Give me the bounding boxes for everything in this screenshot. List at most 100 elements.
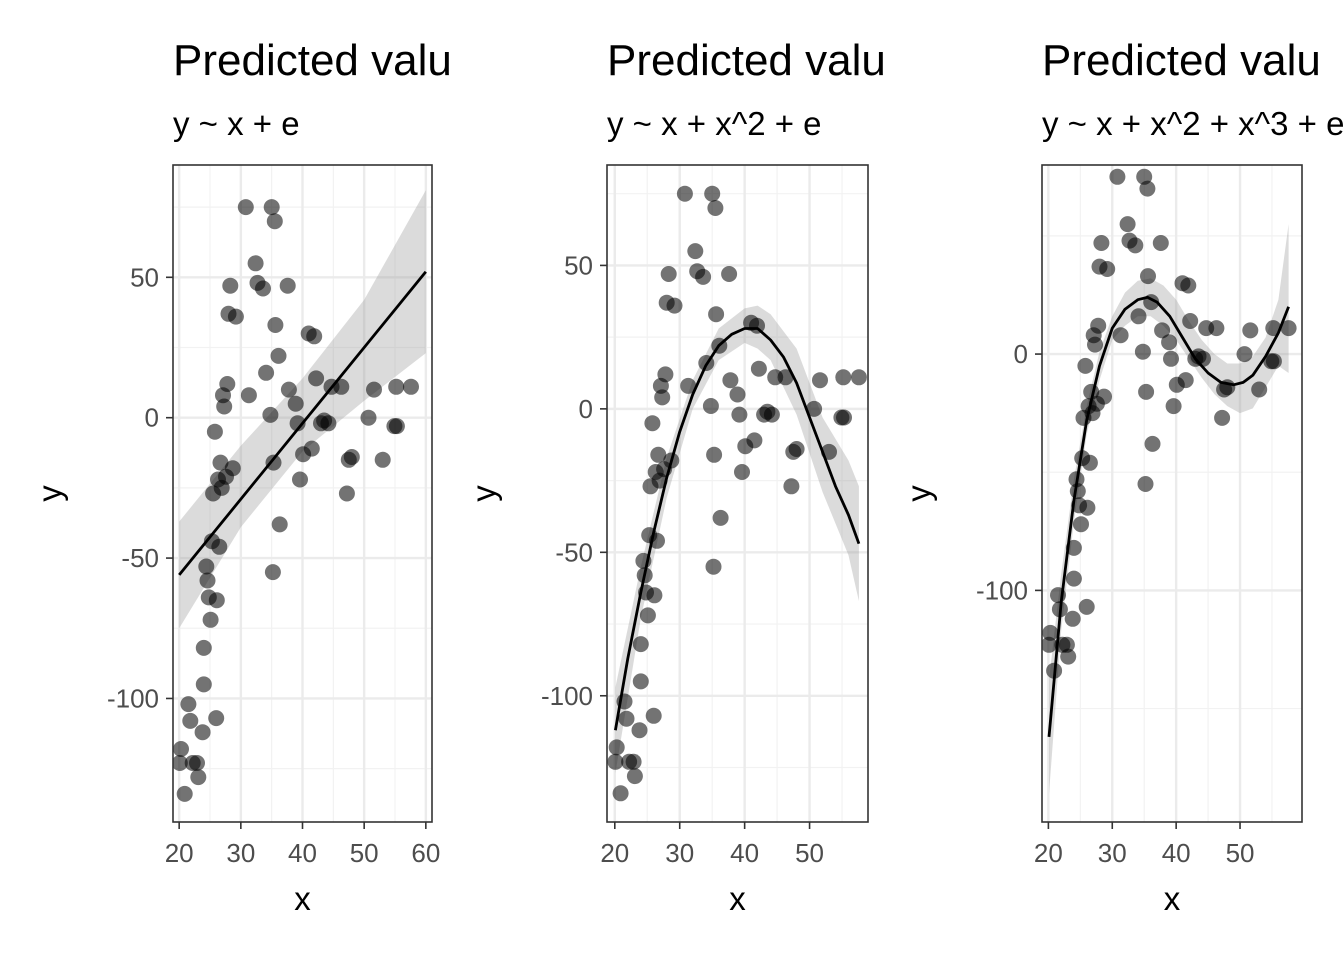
data-point [1077, 357, 1094, 374]
data-point [722, 372, 739, 389]
data-point [707, 200, 724, 216]
data-point [750, 360, 767, 377]
x-tick-label: 20 [600, 838, 629, 868]
data-point [403, 378, 419, 395]
data-point [224, 460, 241, 477]
data-point [1130, 308, 1147, 325]
data-point [1079, 499, 1096, 516]
data-point [1099, 261, 1116, 277]
confidence-band [1049, 224, 1289, 794]
data-point [1064, 610, 1081, 627]
data-point [835, 369, 852, 386]
x-tick-label: 30 [665, 838, 694, 868]
y-tick-label: -100 [107, 683, 159, 713]
data-point [625, 753, 642, 770]
data-point [646, 587, 663, 604]
x-tick-label: 30 [1098, 838, 1127, 868]
y-tick-label: 0 [579, 394, 593, 424]
data-point [639, 607, 656, 624]
data-point [366, 381, 382, 398]
data-point [608, 739, 625, 756]
data-point [198, 558, 215, 575]
fit-line [178, 270, 427, 576]
data-point [706, 446, 723, 463]
x-tick-label: 40 [730, 838, 759, 868]
data-point [263, 199, 280, 216]
data-point [645, 707, 662, 724]
data-point [788, 441, 805, 457]
grid-lines [1042, 165, 1302, 822]
data-point [176, 785, 193, 802]
data-point [657, 366, 674, 383]
data-point [1140, 268, 1156, 285]
data-point [731, 406, 748, 423]
data-point [650, 446, 667, 463]
panel-border [606, 164, 869, 823]
y-axis-title: y [900, 485, 937, 502]
data-point [712, 509, 729, 526]
panel-3: Predicted valu y ~ x + x^2 + x^3 + e 20 30 4… [900, 36, 1344, 917]
data-point [1265, 353, 1282, 370]
data-point [266, 213, 283, 230]
y-tick-label: 50 [564, 250, 593, 280]
data-point [279, 277, 296, 294]
y-tick-label: 0 [145, 403, 159, 433]
data-point [194, 724, 211, 741]
data-point [320, 415, 337, 432]
data-point [1195, 350, 1211, 367]
data-point [1161, 334, 1178, 351]
data-point [1060, 648, 1077, 665]
data-point [195, 639, 212, 656]
data-point [806, 400, 823, 417]
data-point [812, 372, 828, 389]
data-point [199, 572, 216, 589]
data-point [388, 378, 405, 395]
data-point [1042, 624, 1059, 641]
data-point [262, 406, 279, 423]
x-tick-label: 50 [795, 838, 824, 868]
data-point [721, 266, 738, 282]
data-point [271, 516, 288, 533]
data-point [850, 369, 867, 386]
panel-title: Predicted valu [173, 36, 452, 85]
panel-1: Predicted valu y ~ x + e 20 30 40 50 60 -100 -50… [31, 36, 452, 917]
y-tick-label: 0 [1014, 339, 1028, 369]
x-tick-label: 50 [350, 838, 379, 868]
data-point [1127, 237, 1144, 254]
data-point [777, 369, 794, 386]
data-point [1109, 168, 1126, 185]
data-point [1137, 476, 1154, 492]
data-point [173, 741, 189, 757]
plot-area [607, 185, 867, 802]
data-point [708, 306, 725, 323]
data-point [631, 722, 648, 739]
data-point [676, 185, 693, 202]
data-point [702, 398, 719, 414]
data-point [1081, 454, 1098, 471]
data-point [644, 415, 661, 432]
y-axis-title: y [465, 485, 502, 502]
panel-title: Predicted valu [1042, 36, 1321, 85]
data-point [308, 370, 325, 387]
data-point [303, 440, 320, 457]
data-point [258, 364, 275, 381]
data-point [660, 266, 677, 282]
data-point [247, 255, 264, 272]
data-point [1090, 317, 1107, 334]
panel-subtitle: y ~ x + x^2 + e [607, 105, 822, 142]
x-tick-label: 40 [288, 838, 317, 868]
data-point [1087, 336, 1103, 353]
data-point [1154, 322, 1171, 339]
data-point [1242, 322, 1259, 339]
data-point [211, 538, 228, 555]
data-point [237, 199, 254, 216]
data-point [280, 381, 297, 398]
data-point [374, 451, 391, 468]
panel-border [1041, 164, 1303, 823]
data-point [195, 676, 212, 693]
data-point [1251, 381, 1268, 398]
x-axis-title: x [294, 880, 311, 917]
fit-line [1047, 295, 1290, 738]
x-axis-title: x [729, 880, 746, 917]
